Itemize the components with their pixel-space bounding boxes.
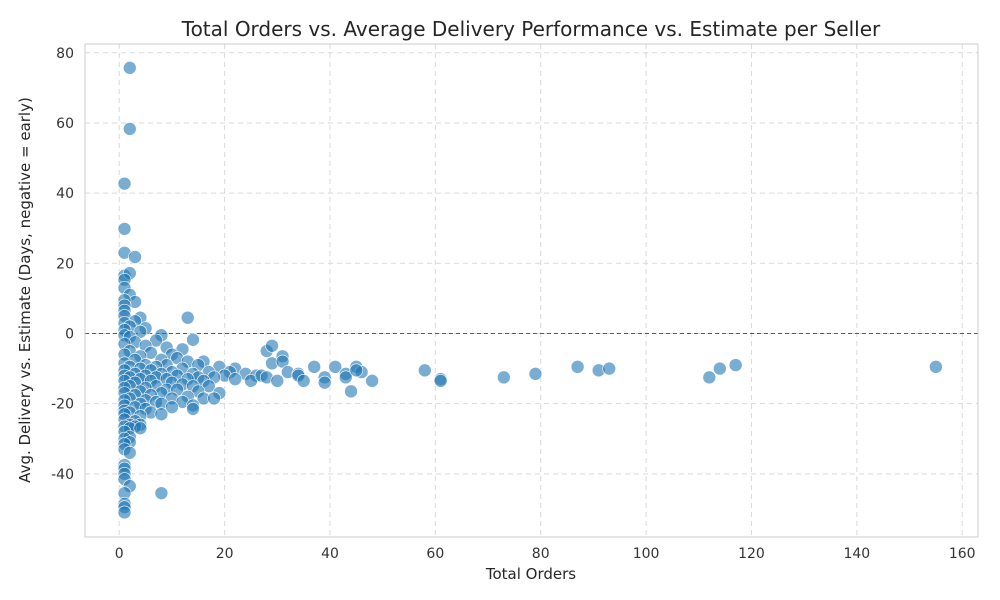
data-point (122, 445, 137, 460)
x-tick-label: 20 (216, 546, 234, 562)
x-tick-label: 0 (115, 546, 124, 562)
data-point (365, 374, 379, 388)
data-point (602, 361, 617, 376)
data-point (117, 176, 132, 191)
y-tick-label: 0 (65, 326, 74, 342)
data-point (207, 391, 221, 406)
y-tick-label: 40 (56, 186, 74, 202)
data-point (165, 400, 179, 414)
data-point (702, 370, 717, 385)
data-point (728, 358, 743, 372)
data-point (328, 360, 343, 374)
data-point (418, 363, 432, 378)
data-point (228, 372, 242, 386)
y-tick-label: -40 (51, 467, 74, 483)
y-tick-labels: -40 -20 0 20 40 60 80 (51, 46, 74, 483)
data-point (929, 360, 943, 374)
y-tick-label: 20 (56, 256, 74, 272)
data-point (186, 332, 200, 347)
data-point (270, 374, 285, 388)
data-point (117, 505, 132, 520)
y-axis-label: Avg. Delivery vs. Estimate (Days, negati… (16, 97, 34, 483)
data-point (122, 122, 137, 136)
x-tick-label: 80 (532, 546, 550, 562)
y-tick-label: -20 (51, 397, 74, 413)
data-point (344, 384, 358, 399)
data-point (433, 374, 448, 388)
data-point (570, 360, 585, 374)
data-point (133, 421, 148, 436)
data-point (497, 370, 511, 385)
data-point (528, 367, 543, 381)
x-tick-label: 40 (321, 546, 339, 562)
data-point (122, 61, 137, 75)
data-points (117, 61, 943, 520)
data-point (265, 338, 279, 353)
data-point (713, 361, 727, 376)
grid (85, 44, 978, 537)
data-point (154, 486, 169, 500)
data-point (307, 360, 321, 374)
x-tick-label: 160 (949, 546, 976, 562)
data-point (154, 407, 169, 421)
chart-title: Total Orders vs. Average Delivery Perfor… (181, 17, 881, 41)
data-point (180, 310, 195, 325)
x-axis-label: Total Orders (485, 565, 576, 583)
x-tick-label: 140 (843, 546, 870, 562)
data-point (317, 375, 332, 390)
x-tick-label: 60 (426, 546, 444, 562)
x-tick-labels: 0 20 40 60 80 100 120 140 160 (115, 546, 976, 562)
data-point (186, 402, 200, 416)
data-point (338, 370, 353, 385)
data-point (349, 363, 364, 378)
x-tick-label: 100 (633, 546, 660, 562)
data-point (296, 374, 311, 388)
data-point (117, 222, 132, 236)
x-tick-label: 120 (738, 546, 765, 562)
data-point (128, 250, 142, 264)
y-tick-label: 80 (56, 46, 74, 62)
y-tick-label: 60 (56, 116, 74, 132)
plot-frame (84, 43, 979, 538)
